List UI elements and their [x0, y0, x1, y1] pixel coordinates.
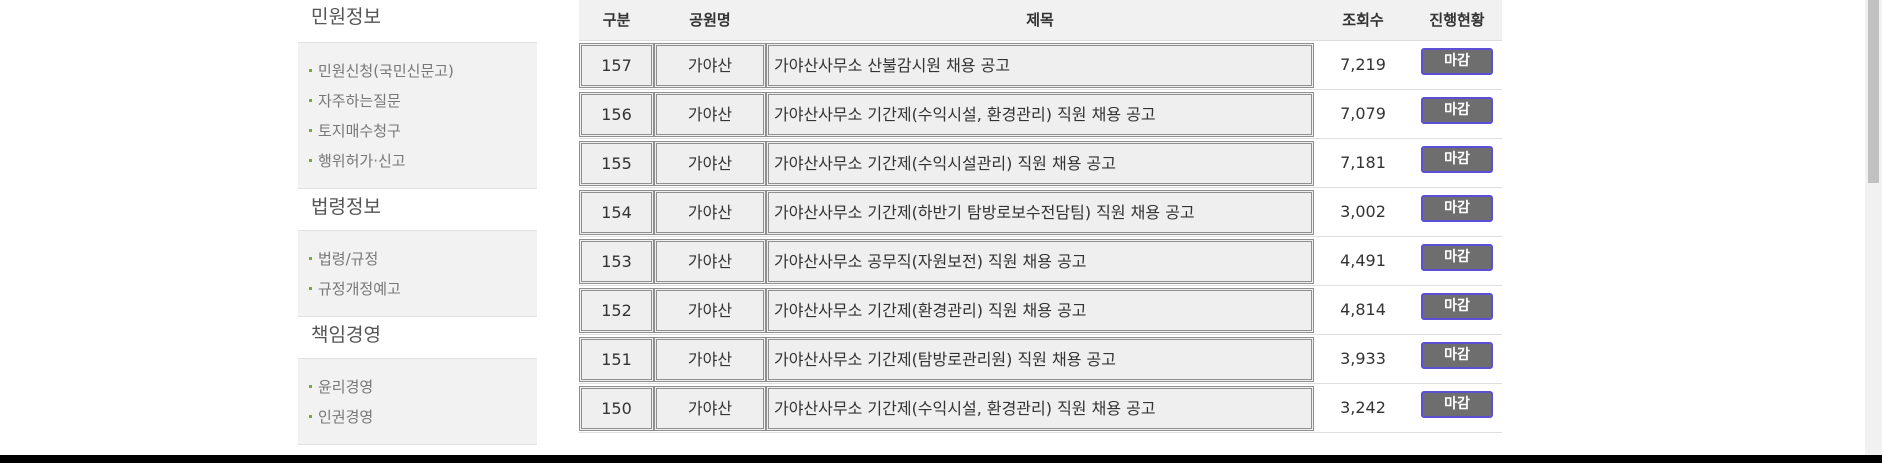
- sidebar-item-regulation-notice[interactable]: 규정개정예고: [298, 274, 537, 304]
- row-title-link[interactable]: 가야산사무소 산불감시원 채용 공고: [766, 43, 1314, 88]
- row-park: 가야산: [654, 337, 766, 382]
- row-park: 가야산: [654, 239, 766, 284]
- section-title-civil: 민원정보: [298, 0, 537, 43]
- notice-table: 구분 공원명 제목 조회수 진행현황 157 가야산 가야산사무소 산불감시원 채용…: [579, 0, 1502, 455]
- status-badge: 마감: [1421, 146, 1493, 173]
- row-park: 가야산: [654, 43, 766, 88]
- header-status: 진행현황: [1429, 11, 1485, 29]
- status-badge: 마감: [1421, 195, 1493, 222]
- header-title: 제목: [1026, 11, 1054, 29]
- row-no: 156: [579, 92, 654, 137]
- table-body: 157 가야산 가야산사무소 산불감시원 채용 공고 7,219 마감 156 가야산 가야산…: [579, 41, 1502, 433]
- status-badge: 마감: [1421, 48, 1493, 75]
- header-no: 구분: [602, 11, 631, 29]
- sidebar-item-label: 토지매수청구: [318, 122, 401, 140]
- row-title-link[interactable]: 가야산사무소 기간제(환경관리) 직원 채용 공고: [766, 288, 1314, 333]
- sidebar-item-label: 인권경영: [318, 408, 374, 426]
- bullet-icon: [309, 415, 312, 418]
- bullet-icon: [309, 257, 312, 260]
- bullet-icon: [309, 159, 312, 162]
- bullet-icon: [309, 69, 312, 72]
- sidebar-item-label: 민원신청(국민신문고): [318, 62, 454, 80]
- status-badge: 마감: [1421, 97, 1493, 124]
- table-row[interactable]: 151 가야산 가야산사무소 기간제(탐방로관리원) 직원 채용 공고 3,933 마감: [579, 335, 1502, 384]
- row-views: 7,079: [1340, 104, 1386, 123]
- table-row[interactable]: 152 가야산 가야산사무소 기간제(환경관리) 직원 채용 공고 4,814 마감: [579, 286, 1502, 335]
- status-badge: 마감: [1421, 244, 1493, 271]
- row-no: 151: [579, 337, 654, 382]
- bottom-bar: [0, 455, 1882, 463]
- table-row[interactable]: 156 가야산 가야산사무소 기간제(수익시설, 환경관리) 직원 채용 공고 7,0…: [579, 90, 1502, 139]
- table-row[interactable]: 153 가야산 가야산사무소 공무직(자원보전) 직원 채용 공고 4,491 마감: [579, 237, 1502, 286]
- sidebar-item-label: 행위허가·신고: [318, 152, 406, 170]
- sidebar-item-label: 윤리경영: [318, 378, 374, 396]
- section-title-law: 법령정보: [298, 189, 537, 231]
- row-park: 가야산: [654, 386, 766, 431]
- row-no: 152: [579, 288, 654, 333]
- row-park: 가야산: [654, 92, 766, 137]
- row-no: 150: [579, 386, 654, 431]
- section-list-civil: 민원신청(국민신문고) 자주하는질문 토지매수청구 행위허가·신고: [298, 43, 537, 189]
- sidebar-item-faq[interactable]: 자주하는질문: [298, 86, 537, 116]
- sidebar-item-land-purchase[interactable]: 토지매수청구: [298, 116, 537, 146]
- sidebar: 민원정보 민원신청(국민신문고) 자주하는질문 토지매수청구 행위허가·신고 법…: [298, 0, 537, 455]
- sidebar-item-petition[interactable]: 민원신청(국민신문고): [298, 56, 537, 86]
- row-views: 3,933: [1340, 349, 1386, 368]
- row-no: 155: [579, 141, 654, 186]
- row-views: 4,814: [1340, 300, 1386, 319]
- table-row[interactable]: 157 가야산 가야산사무소 산불감시원 채용 공고 7,219 마감: [579, 41, 1502, 90]
- row-title-link[interactable]: 가야산사무소 기간제(수익시설관리) 직원 채용 공고: [766, 141, 1314, 186]
- row-no: 153: [579, 239, 654, 284]
- row-park: 가야산: [654, 288, 766, 333]
- header-views: 조회수: [1342, 11, 1384, 29]
- bullet-icon: [309, 287, 312, 290]
- bullet-icon: [309, 99, 312, 102]
- table-header: 구분 공원명 제목 조회수 진행현황: [579, 0, 1502, 41]
- row-views: 4,491: [1340, 251, 1386, 270]
- vertical-scrollbar[interactable]: [1865, 0, 1882, 455]
- row-views: 7,181: [1340, 153, 1386, 172]
- row-title-link[interactable]: 가야산사무소 기간제(탐방로관리원) 직원 채용 공고: [766, 337, 1314, 382]
- row-park: 가야산: [654, 141, 766, 186]
- row-title-link[interactable]: 가야산사무소 기간제(하반기 탐방로보수전담팀) 직원 채용 공고: [766, 190, 1314, 235]
- bullet-icon: [309, 385, 312, 388]
- sidebar-item-regulations[interactable]: 법령/규정: [298, 244, 537, 274]
- row-title-link[interactable]: 가야산사무소 기간제(수익시설, 환경관리) 직원 채용 공고: [766, 386, 1314, 431]
- row-no: 154: [579, 190, 654, 235]
- sidebar-item-permit[interactable]: 행위허가·신고: [298, 146, 537, 176]
- row-title-link[interactable]: 가야산사무소 기간제(수익시설, 환경관리) 직원 채용 공고: [766, 92, 1314, 137]
- status-badge: 마감: [1421, 342, 1493, 369]
- section-list-management: 윤리경영 인권경영: [298, 359, 537, 445]
- row-views: 7,219: [1340, 55, 1386, 74]
- table-row[interactable]: 150 가야산 가야산사무소 기간제(수익시설, 환경관리) 직원 채용 공고 3,2…: [579, 384, 1502, 433]
- row-views: 3,242: [1340, 398, 1386, 417]
- table-row[interactable]: 155 가야산 가야산사무소 기간제(수익시설관리) 직원 채용 공고 7,181 마감: [579, 139, 1502, 188]
- row-park: 가야산: [654, 190, 766, 235]
- section-title-management: 책임경영: [298, 317, 537, 359]
- row-title-link[interactable]: 가야산사무소 공무직(자원보전) 직원 채용 공고: [766, 239, 1314, 284]
- status-badge: 마감: [1421, 391, 1493, 418]
- table-row[interactable]: 154 가야산 가야산사무소 기간제(하반기 탐방로보수전담팀) 직원 채용 공고 3…: [579, 188, 1502, 237]
- sidebar-item-label: 자주하는질문: [318, 92, 401, 110]
- bullet-icon: [309, 129, 312, 132]
- sidebar-item-human-rights[interactable]: 인권경영: [298, 402, 537, 432]
- scrollbar-thumb[interactable]: [1868, 0, 1879, 183]
- row-no: 157: [579, 43, 654, 88]
- sidebar-item-ethics[interactable]: 윤리경영: [298, 372, 537, 402]
- section-list-law: 법령/규정 규정개정예고: [298, 231, 537, 317]
- status-badge: 마감: [1421, 293, 1493, 320]
- header-park: 공원명: [689, 11, 731, 29]
- row-views: 3,002: [1340, 202, 1386, 221]
- sidebar-item-label: 법령/규정: [318, 250, 379, 268]
- sidebar-item-label: 규정개정예고: [318, 280, 401, 298]
